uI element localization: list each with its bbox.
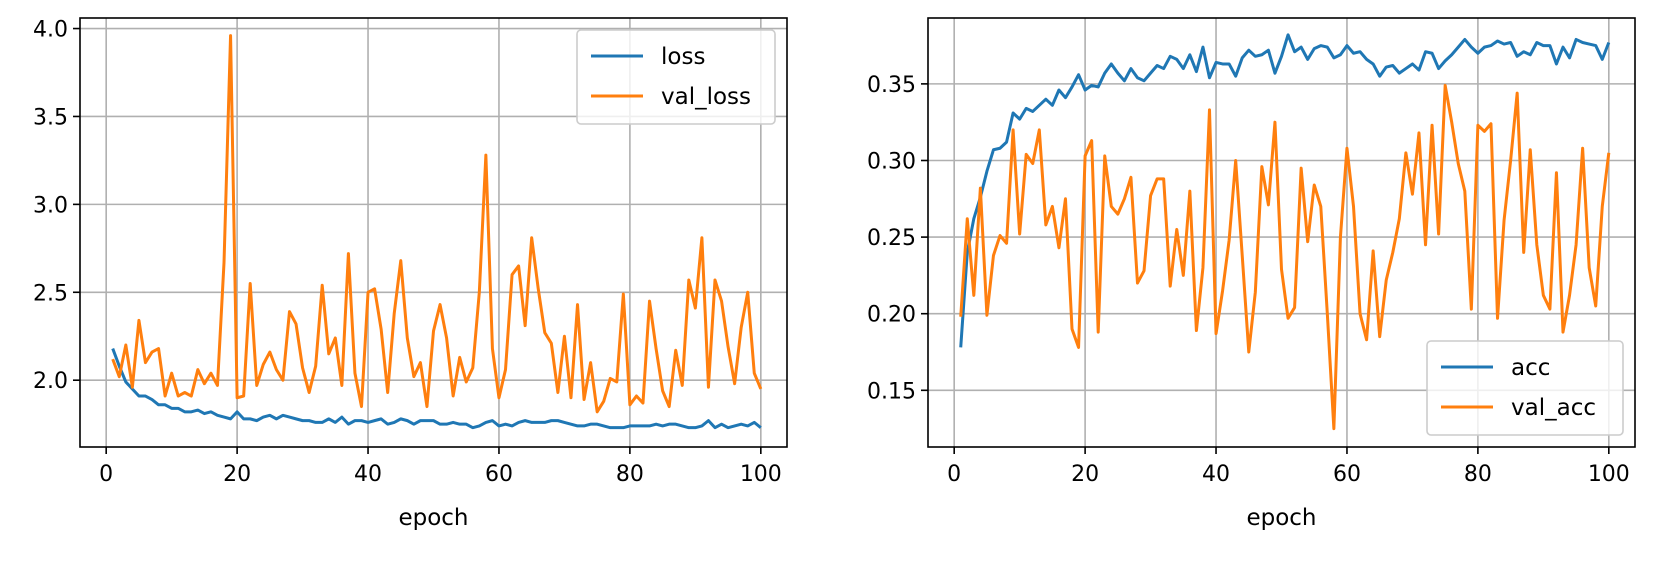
x-tick-label: 60 (1333, 462, 1361, 487)
series-line-val-loss (111, 34, 763, 414)
y-tick-label: 4.0 (33, 18, 68, 43)
y-tick-label: 0.20 (867, 303, 916, 328)
x-tick-label: 0 (99, 462, 113, 487)
legend: acc val_acc (1426, 340, 1624, 436)
y-tick-label: 0.15 (867, 379, 916, 404)
x-axis-label: epoch (398, 505, 468, 531)
x-tick-label: 80 (1464, 462, 1492, 487)
x-tick-label: 20 (223, 462, 251, 487)
x-tick-label: 40 (1202, 462, 1230, 487)
legend-label-val-acc: val_acc (1511, 395, 1596, 421)
legend-label-acc: acc (1511, 355, 1550, 381)
legend-box (1426, 340, 1624, 436)
x-tick-label: 20 (1071, 462, 1099, 487)
y-tick-label: 0.30 (867, 149, 916, 174)
y-tick-label: 2.5 (33, 281, 68, 306)
y-tick-label: 0.25 (867, 226, 916, 251)
x-tick-label: 0 (947, 462, 961, 487)
legend-label-loss: loss (661, 44, 705, 70)
plot-frame (79, 17, 788, 448)
y-tick-label: 2.0 (33, 369, 68, 394)
legend-box (576, 29, 776, 125)
x-tick-label: 100 (1588, 462, 1630, 487)
series-line-loss (111, 348, 762, 430)
x-tick-label: 80 (616, 462, 644, 487)
x-tick-label: 40 (354, 462, 382, 487)
legend: loss val_loss (576, 29, 776, 125)
x-axis-label: epoch (1246, 505, 1316, 531)
x-tick-label: 100 (740, 462, 782, 487)
y-tick-label: 0.35 (867, 73, 916, 98)
x-tick-label: 60 (485, 462, 513, 487)
y-tick-label: 3.0 (33, 193, 68, 218)
plot-frame (927, 17, 1636, 448)
series-line-val-acc (959, 83, 1611, 431)
loss-chart: 0 20 40 60 80 100 2.0 2.5 3.0 3.5 4.0 epoch loss val_… (33, 17, 788, 531)
legend-label-val-loss: val_loss (661, 84, 751, 110)
accuracy-chart: 0 20 40 60 80 100 0.15 0.20 0.25 0.30 0.35 epoch acc… (867, 17, 1636, 531)
y-tick-label: 3.5 (33, 105, 68, 130)
series-line-acc (959, 33, 1611, 348)
